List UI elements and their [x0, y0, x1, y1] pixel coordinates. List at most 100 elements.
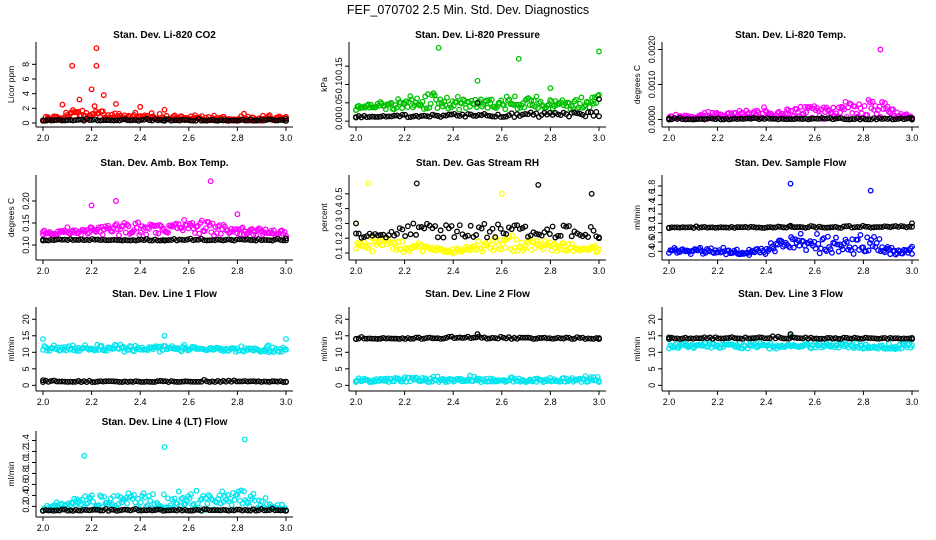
y-tick-label: 1.6 [647, 189, 657, 202]
x-tick-label: 2.6 [183, 133, 196, 143]
data-point [813, 115, 820, 122]
y-tick-label: 5 [334, 366, 344, 371]
data-point [108, 117, 115, 124]
data-point [797, 230, 804, 237]
data-point [750, 335, 757, 342]
data-point [596, 246, 602, 253]
data-point [84, 500, 91, 507]
data-point [843, 116, 850, 123]
y-tick-label: 0.10 [21, 236, 31, 254]
data-point [822, 246, 829, 253]
panel-title: Stan. Dev. Li-820 Temp. [735, 30, 846, 41]
data-point [549, 335, 556, 342]
data-point [93, 62, 100, 69]
data-point [250, 490, 257, 497]
data-point [353, 114, 359, 121]
data-point [220, 117, 227, 124]
data-point [231, 507, 238, 514]
data-point [99, 108, 106, 115]
data-point [443, 112, 450, 119]
data-point [424, 113, 430, 120]
y-axis-label: ml/min [6, 461, 16, 486]
data-point [734, 335, 741, 342]
data-point [423, 105, 430, 112]
data-point [105, 507, 112, 514]
data-point [585, 335, 592, 342]
data-point [240, 110, 247, 117]
data-point [800, 110, 807, 117]
x-tick-label: 2.8 [231, 397, 244, 407]
data-point [846, 335, 853, 342]
data-point [209, 507, 216, 514]
data-point [404, 104, 411, 111]
data-point [756, 334, 763, 341]
data-point [475, 111, 482, 118]
y-tick-label: 2 [21, 106, 31, 111]
data-point [685, 335, 692, 342]
data-point [489, 113, 496, 120]
data-point [441, 98, 448, 105]
x-tick-label: 2.8 [544, 397, 557, 407]
data-point [78, 116, 85, 123]
data-point [48, 236, 55, 243]
data-point [135, 378, 142, 385]
data-point [100, 117, 107, 124]
data-point [399, 226, 406, 233]
data-point [586, 104, 593, 111]
data-point [593, 108, 600, 115]
data-point [698, 224, 705, 231]
data-point [138, 507, 145, 514]
data-point [258, 498, 265, 505]
data-point [547, 97, 554, 104]
data-point [696, 335, 702, 342]
data-point [427, 100, 434, 107]
data-point [437, 335, 444, 342]
data-point [668, 334, 675, 341]
data-point [402, 336, 409, 342]
x-tick-label: 3.0 [593, 397, 606, 407]
x-tick-label: 2.6 [809, 397, 822, 407]
data-point [127, 117, 134, 124]
data-point [879, 224, 885, 231]
data-point [127, 378, 134, 385]
data-point [709, 115, 716, 122]
data-point [484, 112, 491, 119]
data-point [454, 93, 461, 100]
data-point [758, 115, 765, 122]
data-point [484, 234, 491, 241]
data-point [563, 223, 570, 230]
data-point [151, 236, 158, 243]
data-point [434, 234, 441, 241]
data-point [787, 180, 794, 187]
data-point [75, 116, 82, 123]
data-point [794, 224, 801, 231]
data-point [783, 116, 790, 123]
data-point [887, 115, 894, 122]
data-point [242, 378, 248, 384]
data-point [154, 237, 161, 244]
data-point [481, 220, 488, 227]
data-point [119, 237, 126, 244]
data-point [250, 231, 257, 238]
data-point [898, 115, 905, 122]
data-point [365, 180, 372, 187]
data-point [283, 507, 289, 514]
panel-title: Stan. Dev. Li-820 CO2 [113, 30, 216, 41]
data-point [361, 234, 368, 241]
data-point [687, 335, 694, 342]
data-point [353, 230, 359, 237]
data-point [164, 345, 171, 352]
data-point [81, 237, 87, 244]
data-point [86, 117, 93, 123]
data-point [272, 117, 279, 124]
data-point [772, 115, 779, 122]
data-point [274, 507, 281, 514]
x-tick-label: 3.0 [280, 523, 293, 533]
data-point [854, 224, 861, 230]
data-point [753, 334, 760, 341]
data-point [45, 378, 52, 385]
data-point [418, 378, 425, 385]
data-point [739, 115, 746, 122]
data-point [426, 334, 433, 341]
data-point [135, 507, 142, 514]
